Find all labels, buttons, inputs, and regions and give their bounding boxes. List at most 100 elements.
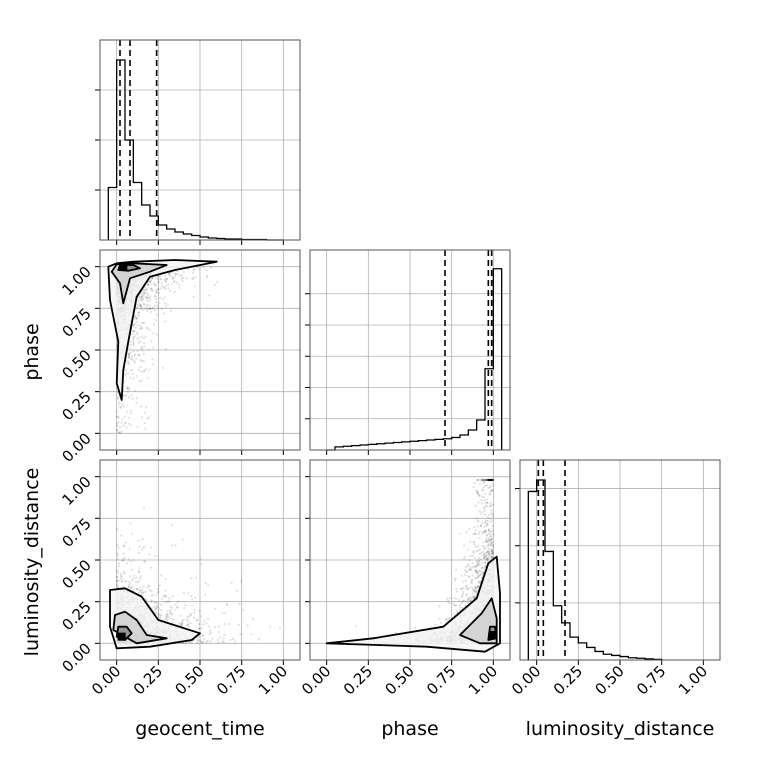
scatter-point	[483, 478, 486, 482]
scatter-point	[226, 603, 229, 607]
scatter-point	[139, 405, 143, 408]
scatter-point	[142, 321, 145, 324]
scatter-point	[208, 625, 211, 628]
scatter-point	[130, 409, 133, 412]
scatter-point	[463, 555, 466, 559]
scatter-point	[489, 485, 492, 488]
scatter-point	[476, 564, 479, 567]
scatter-point	[144, 307, 147, 310]
scatter-point	[139, 590, 142, 593]
scatter-point	[178, 622, 181, 625]
scatter-point	[489, 478, 492, 482]
scatter-point	[131, 332, 134, 335]
scatter-point	[479, 573, 482, 576]
scatter-point	[145, 296, 148, 299]
scatter-point	[150, 590, 153, 593]
scatter-point	[478, 530, 481, 533]
panel-border	[99, 459, 301, 661]
scatter-point	[142, 370, 145, 373]
scatter-point	[155, 297, 158, 300]
scatter-point	[138, 586, 141, 590]
scatter-point	[154, 612, 158, 615]
scatter-point	[469, 568, 472, 571]
scatter-point	[148, 280, 151, 283]
scatter-point	[122, 424, 125, 427]
scatter-point	[483, 513, 487, 516]
scatter-point	[174, 603, 177, 606]
scatter-point	[133, 354, 136, 357]
scatter-point	[196, 266, 199, 269]
scatter-point	[121, 418, 124, 421]
scatter-point	[156, 277, 159, 280]
scatter-point	[181, 274, 184, 277]
scatter-point	[122, 558, 125, 561]
scatter-point	[149, 279, 152, 282]
scatter-point	[483, 556, 486, 559]
scatter-point	[219, 636, 222, 639]
scatter-point	[144, 335, 147, 338]
scatter-point	[474, 587, 477, 590]
scatter-point	[158, 584, 161, 587]
scatter-point	[146, 299, 149, 302]
scatter-point	[467, 575, 470, 578]
scatter-point	[138, 380, 141, 383]
scatter-point	[278, 626, 282, 629]
scatter-point	[223, 633, 226, 637]
scatter-point	[491, 478, 494, 482]
scatter-point	[183, 606, 186, 610]
scatter-point	[147, 584, 150, 587]
scatter-point	[462, 590, 465, 593]
scatter-point	[154, 309, 157, 312]
scatter-point	[129, 369, 132, 372]
scatter-point	[484, 555, 487, 558]
scatter-point	[137, 341, 140, 344]
scatter-point	[198, 635, 201, 638]
scatter-point	[116, 415, 119, 418]
scatter-point	[131, 397, 134, 400]
scatter-point	[138, 311, 141, 314]
scatter-point	[475, 489, 478, 492]
scatter-point	[120, 574, 123, 578]
scatter-point	[465, 587, 468, 591]
scatter-point	[132, 344, 135, 347]
histogram-steps	[326, 268, 503, 451]
scatter-point	[169, 610, 172, 613]
scatter-point	[119, 572, 122, 576]
scatter-point	[180, 277, 183, 280]
scatter-point	[138, 567, 141, 570]
scatter-point	[481, 531, 485, 534]
scatter-point	[484, 547, 487, 550]
scatter-point	[186, 623, 189, 627]
scatter-point	[151, 276, 154, 280]
scatter-point	[168, 600, 171, 603]
scatter-point	[132, 336, 135, 339]
scatter-point	[199, 615, 202, 618]
scatter-point	[482, 550, 485, 554]
scatter-point	[482, 496, 485, 499]
scatter-point	[476, 525, 479, 528]
scatter-point	[476, 576, 480, 579]
scatter-point	[166, 277, 169, 280]
scatter-point	[479, 512, 482, 515]
scatter-point	[171, 277, 174, 280]
scatter-point	[138, 336, 141, 339]
scatter-point	[201, 634, 204, 637]
scatter-point	[160, 614, 163, 617]
scatter-point	[482, 488, 485, 492]
scatter-point	[468, 527, 471, 530]
scatter-point	[122, 571, 125, 574]
scatter-point	[466, 599, 469, 602]
scatter-point	[163, 594, 166, 597]
scatter-point	[115, 569, 118, 572]
scatter-point	[150, 566, 153, 569]
scatter-point	[486, 558, 489, 562]
scatter-point	[151, 363, 154, 366]
scatter-point	[155, 313, 158, 316]
scatter-point	[117, 431, 120, 434]
scatter-point	[143, 421, 146, 425]
scatter-point	[146, 296, 149, 299]
scatter-point	[223, 623, 226, 626]
scatter-point	[246, 624, 249, 627]
scatter-point	[137, 368, 140, 371]
scatter-point	[127, 558, 130, 561]
